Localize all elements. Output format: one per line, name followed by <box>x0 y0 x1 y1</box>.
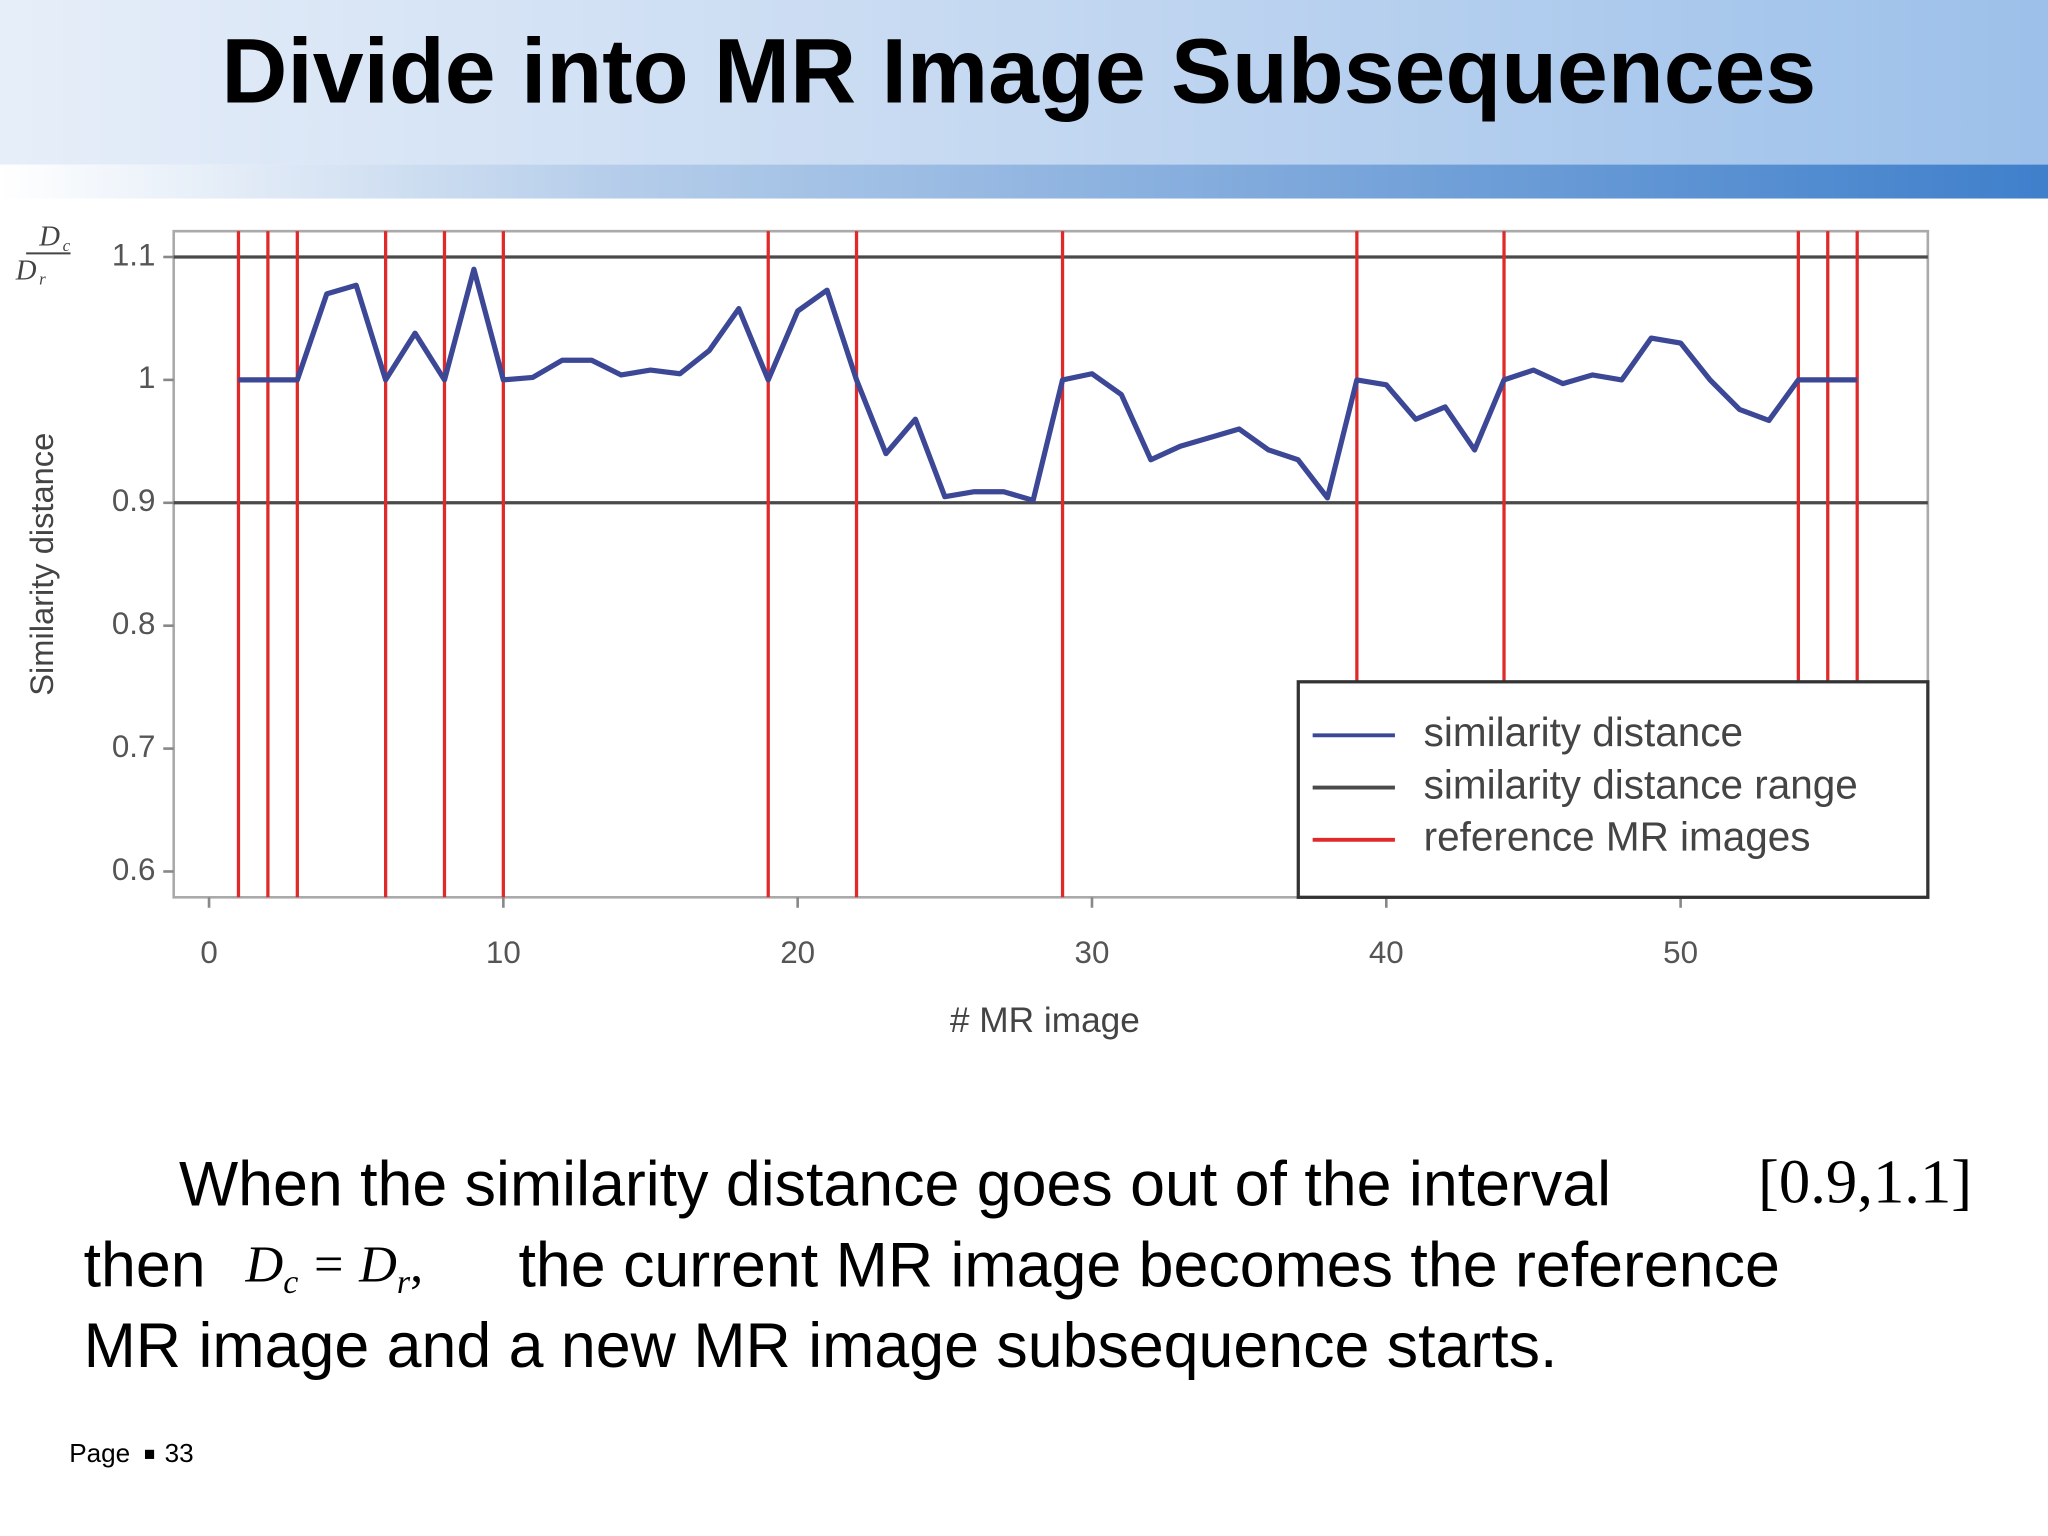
slide-title: Divide into MR Image Subsequences <box>221 21 1816 123</box>
page-number: 33 <box>165 1438 194 1468</box>
y-tick-label: 0.6 <box>112 852 156 887</box>
legend-label: similarity distance range <box>1424 761 1858 807</box>
y-axis-label: Similarity distance <box>23 433 60 696</box>
series-line <box>238 266 1858 503</box>
page-label: Page <box>69 1438 130 1468</box>
y-tick-label: 1.1 <box>112 237 156 272</box>
page-bullet <box>144 1449 155 1459</box>
fraction-numerator: D <box>38 221 60 253</box>
body-line-1: When the similarity distance goes out of… <box>179 1147 1972 1219</box>
y-tick-label: 1 <box>138 360 155 395</box>
eq-rhs: D <box>358 1236 397 1294</box>
fraction-numerator-sub: c <box>63 236 71 255</box>
eq-lhs: D <box>245 1236 284 1294</box>
legend-box <box>1296 680 1930 899</box>
chart: 0.6 0.7 0.8 0.9 1 1.1 0 10 20 30 40 50 # MR image Sim… <box>15 221 1930 1040</box>
y-tick-label: 0.8 <box>112 606 156 641</box>
legend-label: similarity distance <box>1424 709 1743 755</box>
header-stripe <box>0 164 2048 199</box>
fraction-denominator: D <box>15 255 37 287</box>
x-tick-label: 20 <box>780 935 815 970</box>
x-tick-label: 50 <box>1663 935 1698 970</box>
x-tick-label: 40 <box>1369 935 1404 970</box>
body-line-2: then Dc = Dr, the current MR image becomes… <box>84 1230 1780 1301</box>
y-tick-label: 0.9 <box>112 483 156 518</box>
body-text: the current MR image becomes the referen… <box>519 1230 1780 1300</box>
eq-lhs-sub: c <box>283 1264 298 1301</box>
y-tick-label: 0.7 <box>112 729 156 764</box>
eq-rhs-sub: r <box>397 1264 411 1301</box>
legend-label: reference MR images <box>1424 814 1811 860</box>
x-tick-label: 30 <box>1075 935 1110 970</box>
x-tick-label: 10 <box>486 935 521 970</box>
body-line-3: MR image and a new MR image subsequence … <box>84 1311 1558 1381</box>
eq-punct: , <box>410 1236 423 1294</box>
eq-op: = <box>314 1236 343 1294</box>
fraction-denominator-sub: r <box>39 270 46 289</box>
header-band <box>0 0 2048 165</box>
body-text: then <box>84 1230 206 1300</box>
body-text: When the similarity distance goes out of… <box>179 1149 1611 1219</box>
interval: [0.9,1.1] <box>1758 1147 1972 1217</box>
x-axis-label: # MR image <box>950 1001 1140 1040</box>
x-tick-label: 0 <box>200 935 217 970</box>
